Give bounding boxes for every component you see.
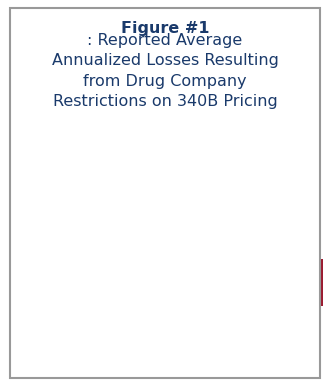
Polygon shape xyxy=(52,262,73,313)
Polygon shape xyxy=(55,137,77,189)
Text: $507K: $507K xyxy=(84,132,312,194)
Text: for disproportionate
share hospitals: for disproportionate share hospitals xyxy=(75,334,255,377)
Text: : Reported Average
Annualized Losses Resulting
from Drug Company
Restrictions on: : Reported Average Annualized Losses Res… xyxy=(51,33,279,109)
Text: for critical
access hospitals: for critical access hospitals xyxy=(91,210,239,253)
Text: Figure #1: Figure #1 xyxy=(121,21,209,36)
Text: $2.96M: $2.96M xyxy=(63,257,329,318)
